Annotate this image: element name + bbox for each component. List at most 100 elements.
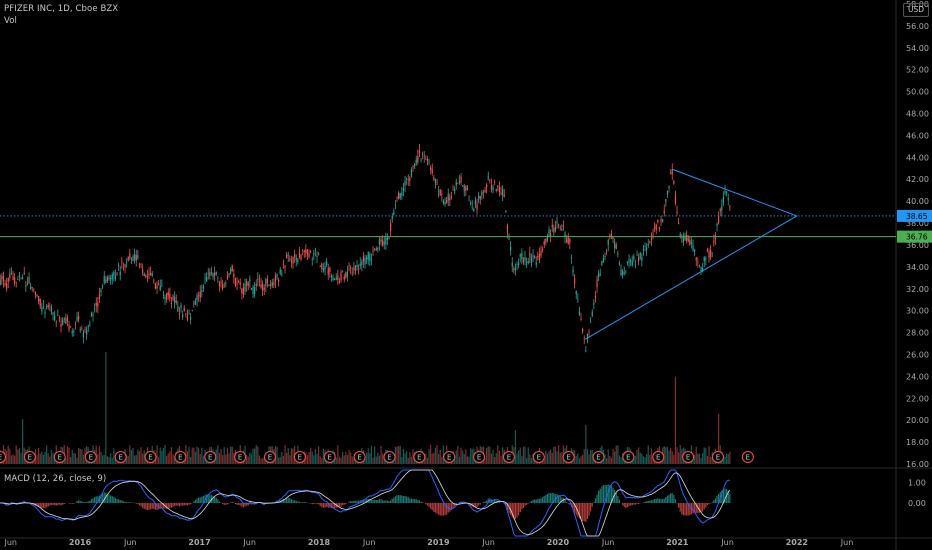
macd-histogram-bar: [625, 503, 627, 508]
macd-histogram-bar: [436, 503, 438, 514]
volume-bar: [106, 456, 109, 464]
price-axis[interactable]: 58.00 56.00 54.00 52.00 50.00 48.00 46.00 44.00…: [897, 0, 932, 469]
macd-histogram-bar: [425, 503, 427, 505]
macd-histogram-bar: [486, 500, 488, 503]
candle-body: [20, 277, 22, 279]
candle-body: [426, 158, 429, 162]
volume-bar: [290, 448, 293, 464]
earnings-badge-circle: [144, 451, 157, 463]
volume-bar: [551, 452, 553, 464]
candle-body: [537, 256, 539, 258]
macd-histogram-bar: [94, 497, 96, 503]
volume-bar: [230, 446, 232, 464]
candle-body: [409, 177, 411, 181]
macd-histogram-bar: [311, 503, 313, 505]
candle-body: [25, 285, 27, 287]
earnings-badge-circle: [473, 451, 486, 463]
macd-histogram-bar: [63, 503, 65, 505]
macd-tick-label: 0.00: [908, 499, 926, 508]
macd-histogram-bar: [119, 500, 121, 503]
volume-bar: [639, 452, 641, 464]
candle-body: [102, 286, 104, 288]
volume-bar: [338, 457, 341, 464]
macd-histogram-bar: [729, 493, 731, 503]
macd-histogram-bar: [362, 499, 365, 503]
candle-body: [449, 197, 451, 201]
candle-body: [231, 265, 233, 272]
volume-bar: [410, 456, 413, 464]
candle-body: [591, 311, 593, 316]
candle-body: [638, 257, 640, 262]
macd-histogram-bar: [537, 498, 539, 503]
macd-histogram-bar: [234, 503, 237, 505]
volume-bar: [76, 457, 78, 464]
earnings-badge-circle: [204, 451, 217, 463]
price-tick-label: 56.00: [906, 22, 929, 31]
candle-body: [407, 179, 409, 180]
time-axis[interactable]: Jun 2016 Jun 2017 Jun 2018 Jun 2019 Jun 2020 Jun 20…: [4, 538, 854, 547]
candle-body: [262, 283, 264, 292]
macd-histogram-bar: [551, 492, 553, 503]
volume-bar: [105, 352, 107, 464]
volume-bar: [217, 445, 219, 464]
macd-histogram-bar: [226, 503, 229, 505]
volume-bar: [42, 454, 45, 464]
macd-histogram-bar: [705, 503, 707, 508]
triangle-lower-line: [585, 215, 798, 340]
macd-histogram-bar: [673, 495, 675, 503]
volume-legend[interactable]: Vol: [4, 16, 18, 26]
macd-histogram-bar: [450, 503, 453, 511]
volume-bar: [561, 452, 563, 464]
volume-bar: [218, 452, 221, 464]
macd-histogram-bar: [340, 503, 342, 507]
price-tick-label: 42.00: [906, 175, 929, 184]
symbol-legend[interactable]: PFIZER INC, 1D, Cboe BZX: [4, 4, 119, 14]
currency-badge[interactable]: USD: [903, 3, 929, 17]
macd-histogram-bar: [366, 499, 368, 503]
macd-histogram-bar: [199, 497, 201, 503]
macd-histogram-bar: [402, 495, 405, 503]
volume-bar: [348, 450, 350, 464]
volume-bar: [369, 453, 371, 464]
candle-body: [345, 272, 347, 278]
candle-body: [455, 181, 457, 186]
macd-histogram-bar: [476, 503, 478, 508]
volume-bar: [98, 446, 101, 464]
candle-body: [132, 256, 134, 261]
macd-histogram-bar: [708, 503, 710, 505]
candle-body: [198, 295, 200, 296]
macd-legend[interactable]: MACD (12, 26, close, 9): [4, 474, 107, 484]
volume-bar: [426, 457, 429, 464]
macd-histogram-bar: [338, 503, 341, 508]
candle-body: [682, 235, 685, 243]
earnings-badge-circle: [532, 451, 545, 463]
candle-body: [367, 252, 369, 260]
earnings-badge-label: E: [178, 454, 182, 462]
macd-histogram-bar: [380, 499, 382, 503]
candle-body: [318, 253, 320, 255]
candle-body: [596, 279, 598, 288]
volume-bar: [497, 445, 499, 464]
volume-bar: [350, 452, 352, 464]
candle-body: [634, 263, 637, 265]
candle-body: [442, 200, 445, 204]
earnings-badge-label: E: [357, 454, 361, 462]
candle-body: [652, 234, 654, 236]
volume-bar: [305, 452, 307, 464]
volume-bar: [722, 455, 725, 464]
macd-histogram-bar: [649, 500, 651, 503]
volume-bar: [617, 445, 619, 464]
candle-body: [330, 275, 333, 278]
volume-bar: [465, 449, 467, 464]
volume-bar: [82, 454, 85, 464]
macd-histogram-bar: [700, 503, 702, 513]
macd-histogram-bar: [689, 503, 691, 516]
candle-body: [190, 317, 192, 320]
candle-body: [342, 271, 344, 272]
candle-body: [1, 276, 3, 279]
volume-bar: [609, 456, 611, 464]
volume-bar: [233, 453, 235, 464]
candle-body: [73, 330, 75, 332]
candle-body: [110, 277, 112, 280]
